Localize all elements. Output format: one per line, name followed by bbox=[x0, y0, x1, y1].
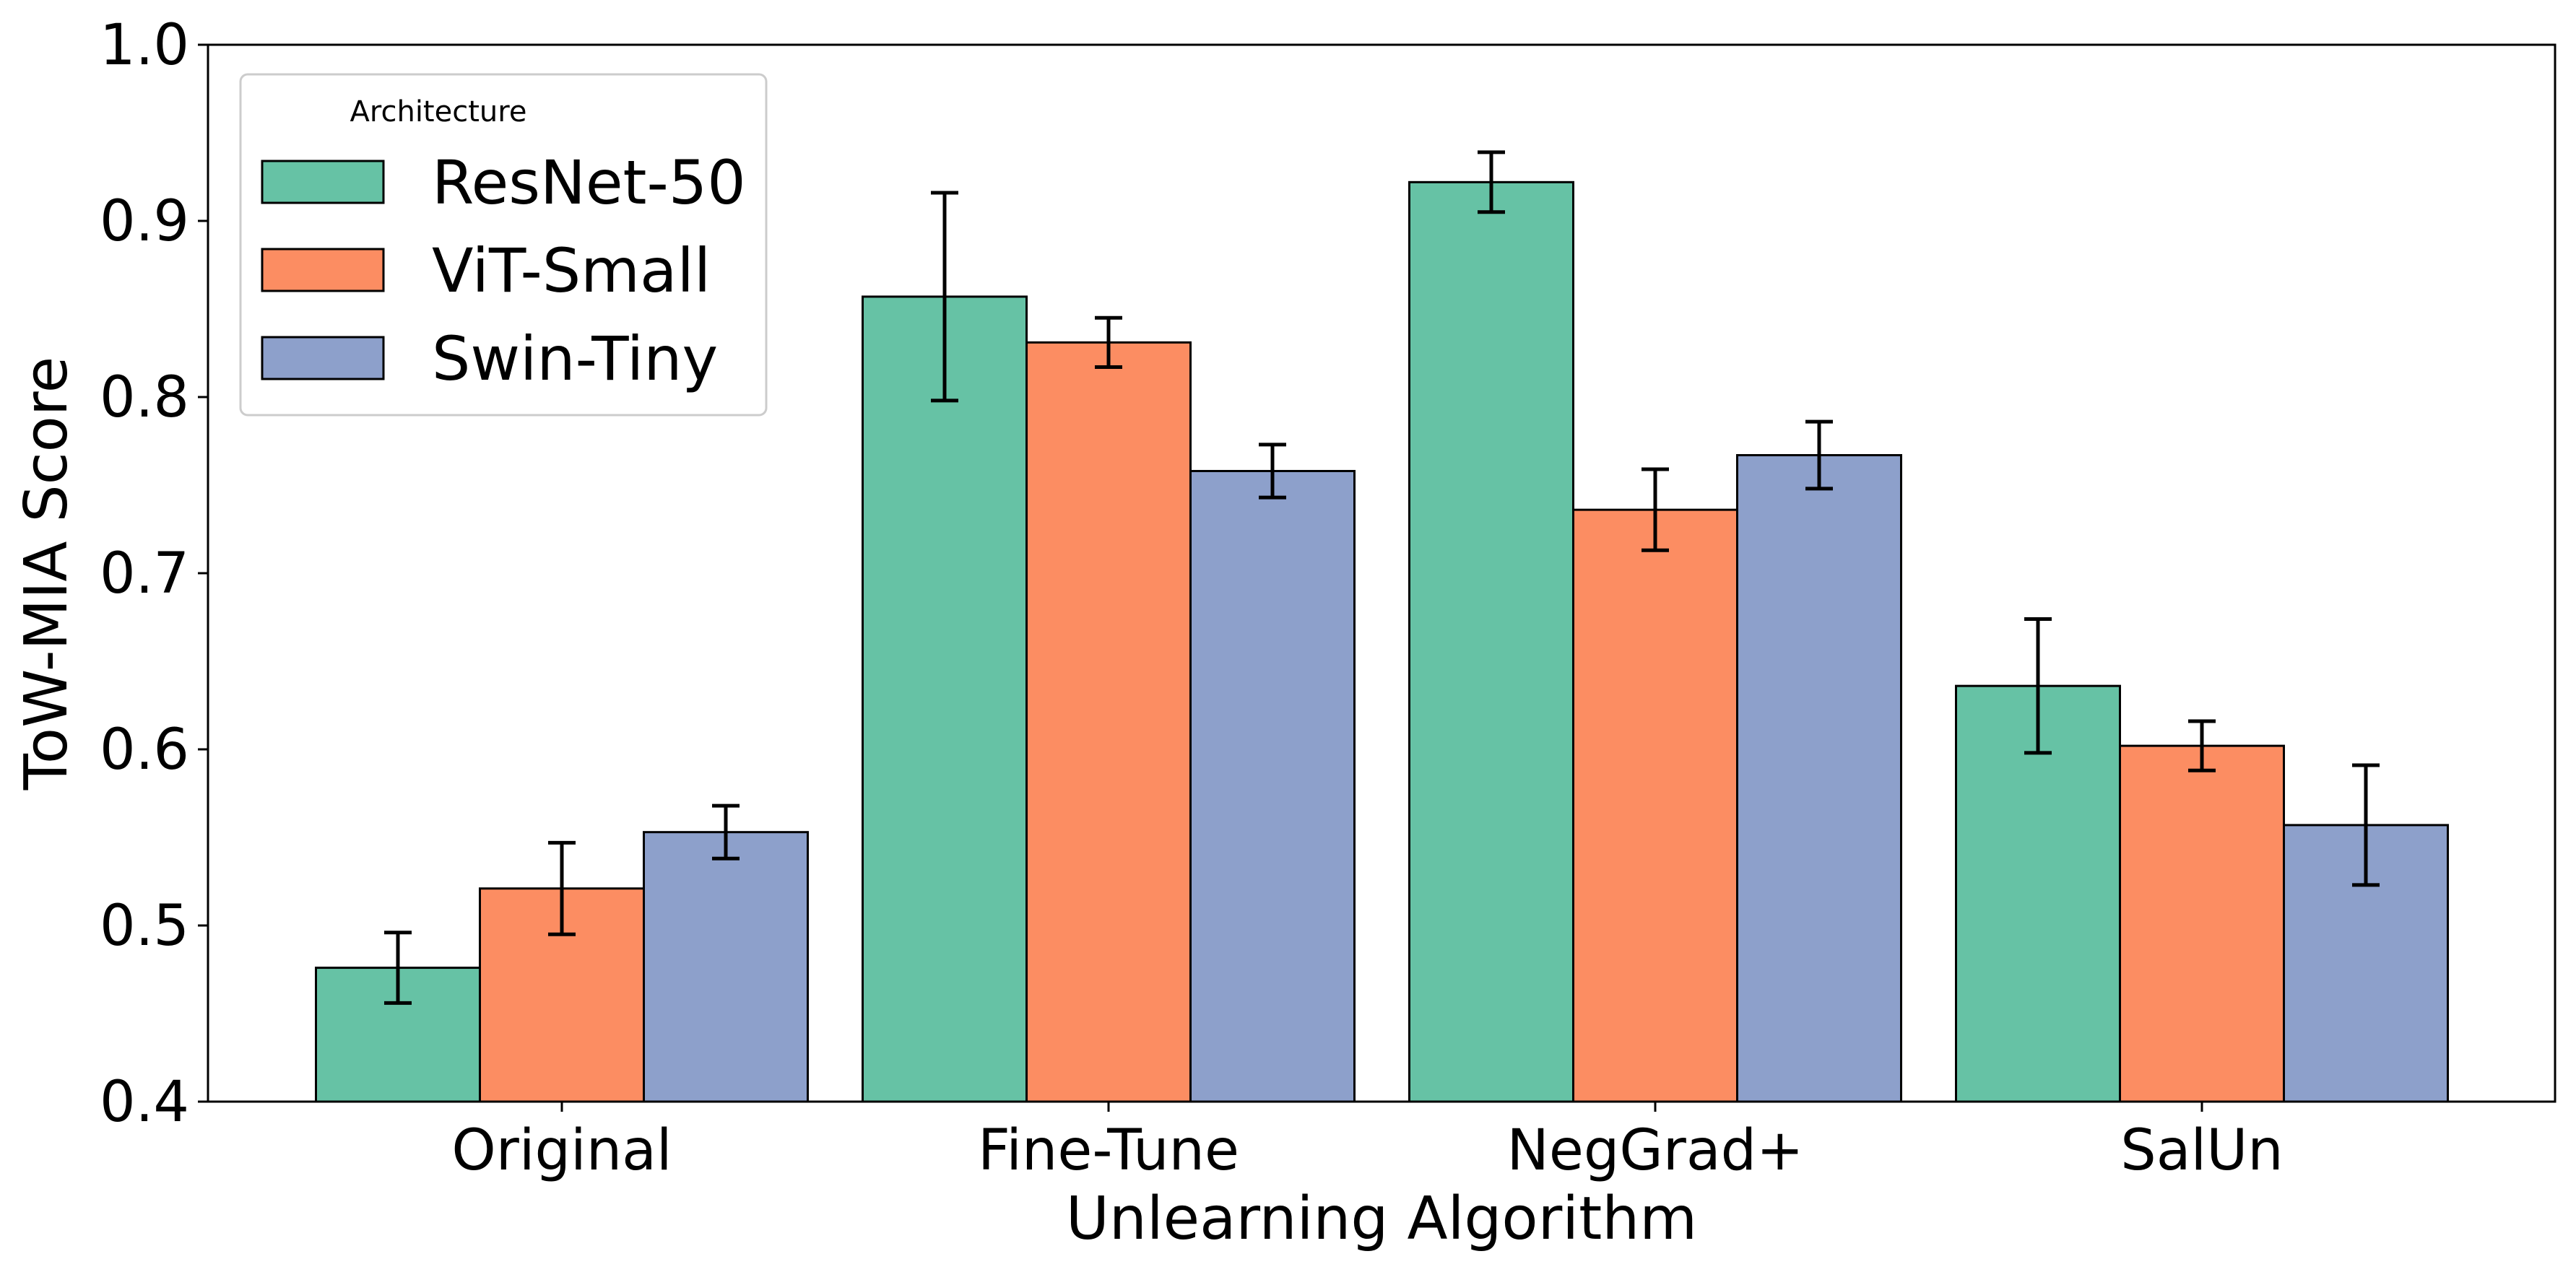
error-bar bbox=[2024, 617, 2052, 755]
y-tick-label: 0.7 bbox=[100, 541, 189, 606]
legend-swatch bbox=[261, 160, 385, 204]
y-tick-label: 0.8 bbox=[100, 365, 189, 430]
y-tick-label: 0.5 bbox=[100, 894, 189, 959]
x-tick-label: Original bbox=[451, 1118, 672, 1183]
error-bar bbox=[2188, 719, 2216, 772]
error-bar bbox=[384, 931, 412, 1005]
error-bar bbox=[1259, 443, 1286, 500]
x-tick-label: SalUn bbox=[2120, 1118, 2284, 1183]
legend: Architecture ResNet-50 ViT-Small Swin-Tiny bbox=[239, 73, 768, 417]
bars-layer bbox=[315, 180, 2449, 1103]
y-axis-label: ToW-MIA Score bbox=[12, 357, 81, 790]
legend-item: ViT-Small bbox=[261, 235, 711, 306]
legend-label: Swin-Tiny bbox=[432, 323, 718, 394]
legend-swatch bbox=[261, 248, 385, 292]
legend-item: ResNet-50 bbox=[261, 147, 746, 218]
error-bar bbox=[2352, 763, 2380, 887]
error-bar bbox=[931, 191, 958, 403]
legend-box bbox=[239, 73, 768, 417]
bar-swin-tiny-original bbox=[643, 831, 809, 1103]
bar-vit-small-fine-tune bbox=[1025, 341, 1192, 1103]
x-axis-label: Unlearning Algorithm bbox=[1066, 1185, 1697, 1253]
bar-swin-tiny-fine-tune bbox=[1189, 469, 1356, 1103]
y-tick-label: 0.4 bbox=[100, 1070, 189, 1135]
y-tick-label: 1.0 bbox=[100, 13, 189, 78]
legend-label: ViT-Small bbox=[432, 235, 711, 306]
error-bar bbox=[712, 803, 740, 861]
legend-title: Architecture bbox=[350, 95, 527, 128]
legend-entries: ResNet-50 ViT-Small Swin-Tiny bbox=[261, 147, 746, 394]
x-tick-label: Fine-Tune bbox=[978, 1118, 1239, 1183]
error-bar bbox=[1805, 419, 1833, 491]
error-bar bbox=[548, 840, 576, 936]
bar-resnet-50-fine-tune bbox=[862, 295, 1028, 1103]
y-tick-label: 0.6 bbox=[100, 718, 189, 783]
x-axis: Original Fine-Tune NegGrad+ SalUn bbox=[451, 1102, 2284, 1183]
bar-swin-tiny-neggrad- bbox=[1736, 454, 1902, 1103]
error-bar bbox=[1095, 315, 1122, 370]
legend-swatch bbox=[261, 336, 385, 380]
y-axis: 0.4 0.5 0.6 0.7 0.8 0.9 1.0 bbox=[100, 13, 208, 1135]
bar-vit-small-neggrad- bbox=[1572, 508, 1738, 1103]
error-bar bbox=[1642, 467, 1669, 552]
error-bar bbox=[1478, 150, 1505, 214]
legend-item: Swin-Tiny bbox=[261, 323, 718, 394]
bar-vit-small-salun bbox=[2119, 744, 2285, 1103]
bar-resnet-50-salun bbox=[1955, 684, 2121, 1103]
bar-resnet-50-neggrad- bbox=[1408, 180, 1574, 1103]
x-tick-label: NegGrad+ bbox=[1506, 1118, 1803, 1183]
y-tick-label: 0.9 bbox=[100, 189, 189, 254]
legend-label: ResNet-50 bbox=[432, 147, 746, 218]
error-bars-layer bbox=[384, 150, 2380, 1005]
